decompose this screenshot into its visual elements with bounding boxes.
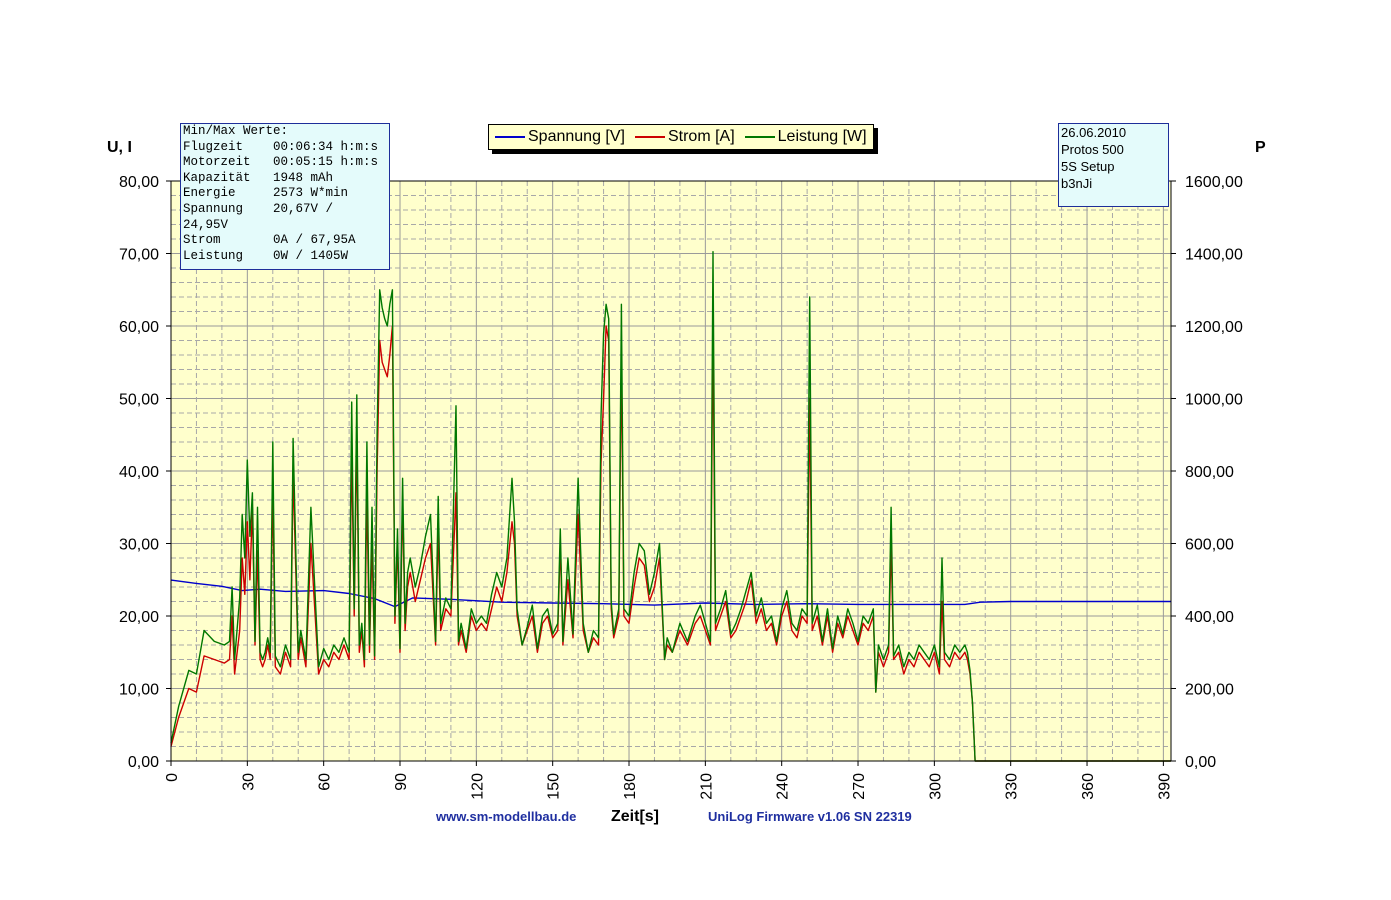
info-line: Energie 2573 W*min [183,186,349,201]
legend-item-strom: Strom [A] [634,128,735,146]
x-tick-label: 270 [851,773,868,800]
meta-line: b3nJi [1061,176,1093,191]
x-axis-label: Zeit[s] [611,808,659,825]
y-right-tick-label: 0,00 [1185,754,1216,771]
legend-item-leistung: Leistung [W] [744,128,867,146]
y-right-tick-label: 400,00 [1185,609,1234,626]
meta-line: Protos 500 [1061,142,1124,157]
legend-label-spannung: Spannung [V] [528,128,625,145]
y-left-tick-label: 70,00 [119,247,159,264]
series-layer [170,250,1171,762]
grid [171,181,1171,761]
x-tick-label: 180 [622,773,639,800]
axes: 0,00 10,00 20,00 30,00 40,00 50,00 60,00 70,00 8… [119,174,1243,800]
y-right-tick-label: 800,00 [1185,464,1234,481]
x-tick-label: 360 [1080,773,1097,800]
y-left-tick-label: 60,00 [119,319,159,336]
y-left-tick-label: 40,00 [119,464,159,481]
y-left-tick-label: 20,00 [119,609,159,626]
y-left-tick-label: 0,00 [128,754,159,771]
y-left-axis-label: U, I [107,139,132,156]
legend-item-spannung: Spannung [V] [495,128,625,146]
meta-line: 26.06.2010 [1061,125,1127,140]
y-left-tick-label: 50,00 [119,392,159,409]
info-line: Min/Max Werte: [183,124,289,138]
info-line: Spannung 20,67V / [183,201,334,216]
info-line: 24,95V [183,217,229,232]
x-tick-label: 330 [1004,773,1021,800]
series-line [170,579,1171,608]
info-line: Motorzeit 00:05:15 h:m:s [183,155,379,170]
y-right-axis-label: P [1255,139,1266,156]
session-meta-box: 26.06.2010 Protos 500 5S Setup b3nJi [1058,123,1169,207]
y-left-tick-label: 30,00 [119,537,159,554]
x-tick-label: 390 [1156,773,1173,800]
y-right-tick-label: 200,00 [1185,682,1234,699]
legend-label-leistung: Leistung [W] [777,128,867,145]
y-right-tick-label: 1000,00 [1185,392,1243,409]
y-right-tick-label: 1200,00 [1185,319,1243,336]
legend-swatch-leistung [744,136,775,138]
y-right-tick-label: 1600,00 [1185,174,1243,191]
footer-firmware: UniLog Firmware v1.06 SN 22319 [708,809,912,824]
legend-swatch-strom [634,136,665,138]
series-line [170,250,1171,762]
legend: Spannung [V] Strom [A] Leistung [W] [488,124,874,150]
legend-swatch-spannung [495,136,525,138]
meta-line: 5S Setup [1061,159,1115,174]
x-tick-label: 30 [240,773,257,791]
info-line: Kapazität 1948 mAh [183,170,334,185]
x-tick-label: 60 [317,773,334,791]
y-right-tick-label: 600,00 [1185,537,1234,554]
min-max-info-box: Min/Max Werte: Flugzeit 00:06:34 h:m:s Mot… [180,123,390,270]
x-tick-label: 120 [469,773,486,800]
info-line: Flugzeit 00:06:34 h:m:s [183,139,379,154]
y-right-tick-label: 1400,00 [1185,247,1243,264]
x-tick-label: 240 [775,773,792,800]
x-tick-label: 150 [546,773,563,800]
legend-label-strom: Strom [A] [667,128,735,145]
x-tick-label: 90 [393,773,410,791]
footer-website: www.sm-modellbau.de [436,809,577,824]
info-line: Strom 0A / 67,95A [183,233,356,248]
y-left-tick-label: 80,00 [119,174,159,191]
x-tick-label: 210 [698,773,715,800]
x-tick-label: 0 [164,773,181,782]
x-tick-label: 300 [927,773,944,800]
info-line: Leistung 0W / 1405W [183,248,349,263]
y-left-tick-label: 10,00 [119,682,159,699]
